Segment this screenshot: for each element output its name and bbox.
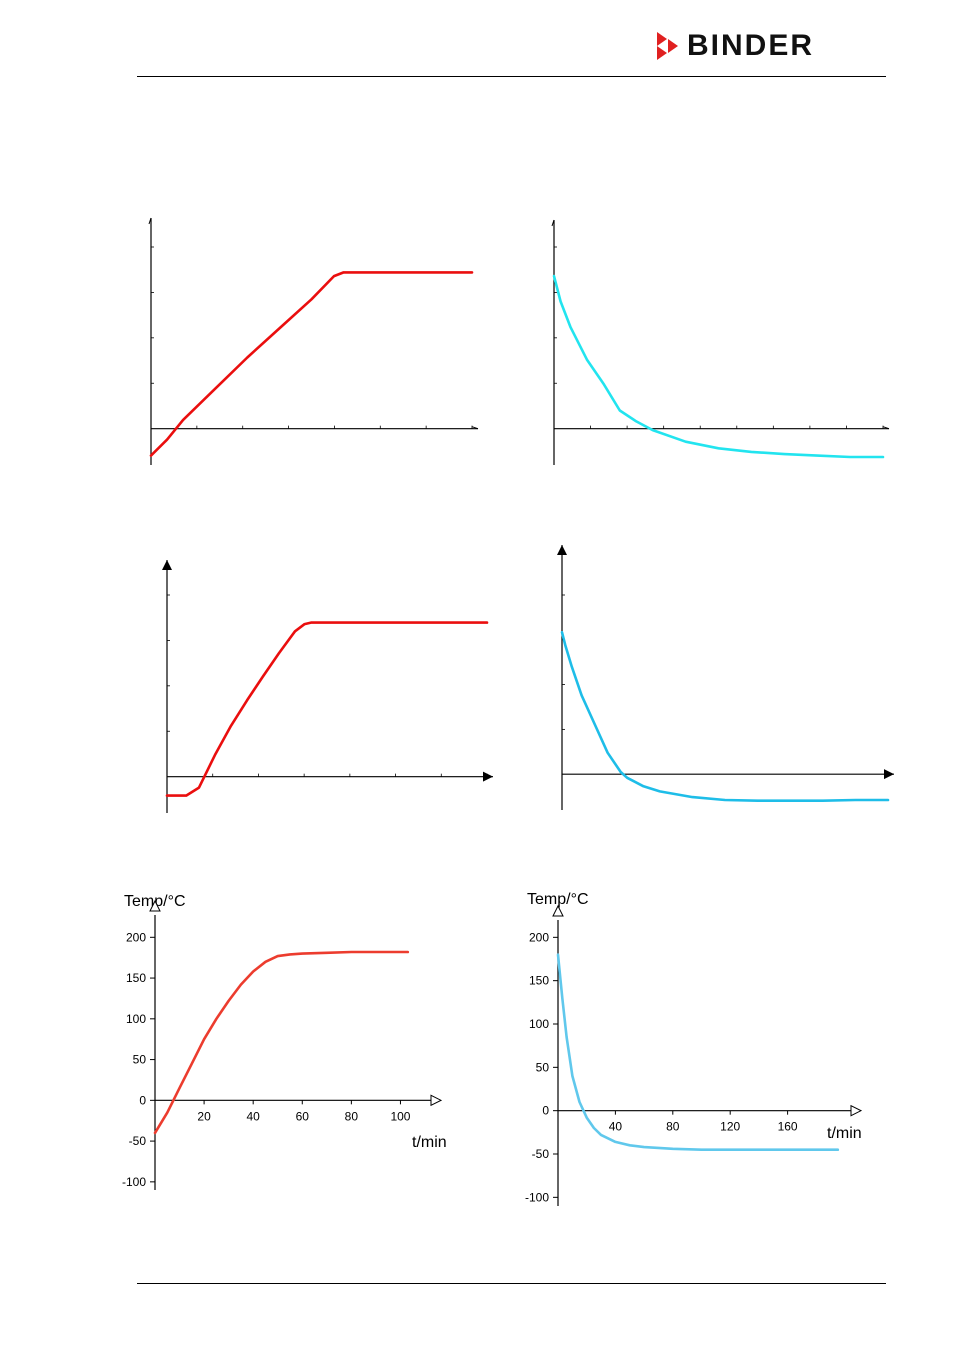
marks	[560, 631, 890, 802]
chart-reference-heating-1	[148, 217, 479, 465]
y-axis-arrow	[551, 219, 555, 227]
y-axis-arrow	[149, 899, 161, 912]
series-line-cooling	[552, 274, 885, 459]
axes	[551, 219, 890, 465]
x-tick-label: 120	[720, 1120, 740, 1134]
x-axis-arrow	[850, 1104, 863, 1117]
x-tick-label: 100	[390, 1109, 410, 1123]
y-tick-label: 0	[139, 1093, 146, 1107]
y-axis-arrow	[557, 545, 567, 555]
axes	[557, 545, 894, 810]
y-tick-label: -50	[532, 1147, 550, 1161]
y-tick-label: 100	[529, 1017, 549, 1031]
x-axis-arrow	[483, 771, 493, 782]
y-tick-label: -50	[129, 1134, 147, 1148]
x-tick-label: 80	[345, 1109, 359, 1123]
chart-heat-up: Temp/°C t/min 20406080100200150100500-50…	[122, 893, 447, 1190]
binder-logo: BINDER	[655, 30, 814, 62]
marks	[556, 953, 840, 1151]
marks	[552, 274, 885, 459]
y-axis-arrow	[148, 217, 152, 225]
y-tick-label: 0	[542, 1104, 549, 1118]
binder-logo-text: BINDER	[687, 29, 815, 62]
header-rule	[137, 76, 886, 77]
footer-rule	[137, 1283, 886, 1284]
series-line-heating	[153, 950, 410, 1135]
y-tick-label: 200	[126, 930, 146, 944]
y-axis-arrow	[162, 560, 172, 570]
y-tick-label: -100	[122, 1175, 146, 1189]
y-tick-label: 100	[126, 1012, 146, 1026]
x-axis-arrow	[430, 1094, 443, 1107]
y-tick-label: 150	[126, 971, 146, 985]
x-axis-title: t/min	[827, 1125, 862, 1142]
chart-reference-heating-2	[162, 560, 493, 813]
y-tick-label: -100	[525, 1190, 549, 1204]
x-tick-label: 20	[197, 1109, 211, 1123]
y-tick-label: 200	[529, 930, 549, 944]
x-axis-arrow	[882, 426, 890, 430]
x-tick-label: 160	[778, 1120, 798, 1134]
marks	[153, 950, 410, 1135]
y-tick-label: 50	[536, 1060, 550, 1074]
axes	[162, 560, 493, 813]
y-tick-label: 50	[133, 1053, 147, 1067]
y-axis-title: Temp/°C	[527, 891, 589, 908]
chart-reference-cooling-1	[551, 219, 890, 465]
x-axis-arrow	[471, 426, 479, 430]
x-axis-arrow	[884, 769, 894, 780]
y-axis-arrow	[552, 904, 564, 917]
marks	[149, 271, 474, 457]
y-tick-label: 150	[529, 974, 549, 988]
x-tick-label: 60	[296, 1109, 310, 1123]
x-tick-label: 40	[247, 1109, 261, 1123]
x-tick-label: 40	[609, 1120, 623, 1134]
x-axis-title: t/min	[412, 1134, 447, 1151]
axes	[148, 217, 479, 465]
series-line-heating	[165, 621, 489, 797]
series-line-heating	[149, 271, 474, 457]
axes: 20 40 60 80 100 200 150 100 50 0 -50 -100	[122, 899, 443, 1190]
marks	[165, 621, 489, 797]
chart-reference-cooling-2	[557, 545, 894, 810]
series-line-cooling	[556, 953, 840, 1151]
x-tick-label: 80	[666, 1120, 680, 1134]
binder-logo-mark	[657, 32, 678, 60]
chart-cool-down: Temp/°C t/min 40 80 120 160 200 150 100 50 0 -50 -…	[525, 891, 863, 1206]
axes: 40 80 120 160 200 150 100 50 0 -50 -100	[525, 904, 863, 1206]
series-line-cooling	[560, 631, 890, 802]
